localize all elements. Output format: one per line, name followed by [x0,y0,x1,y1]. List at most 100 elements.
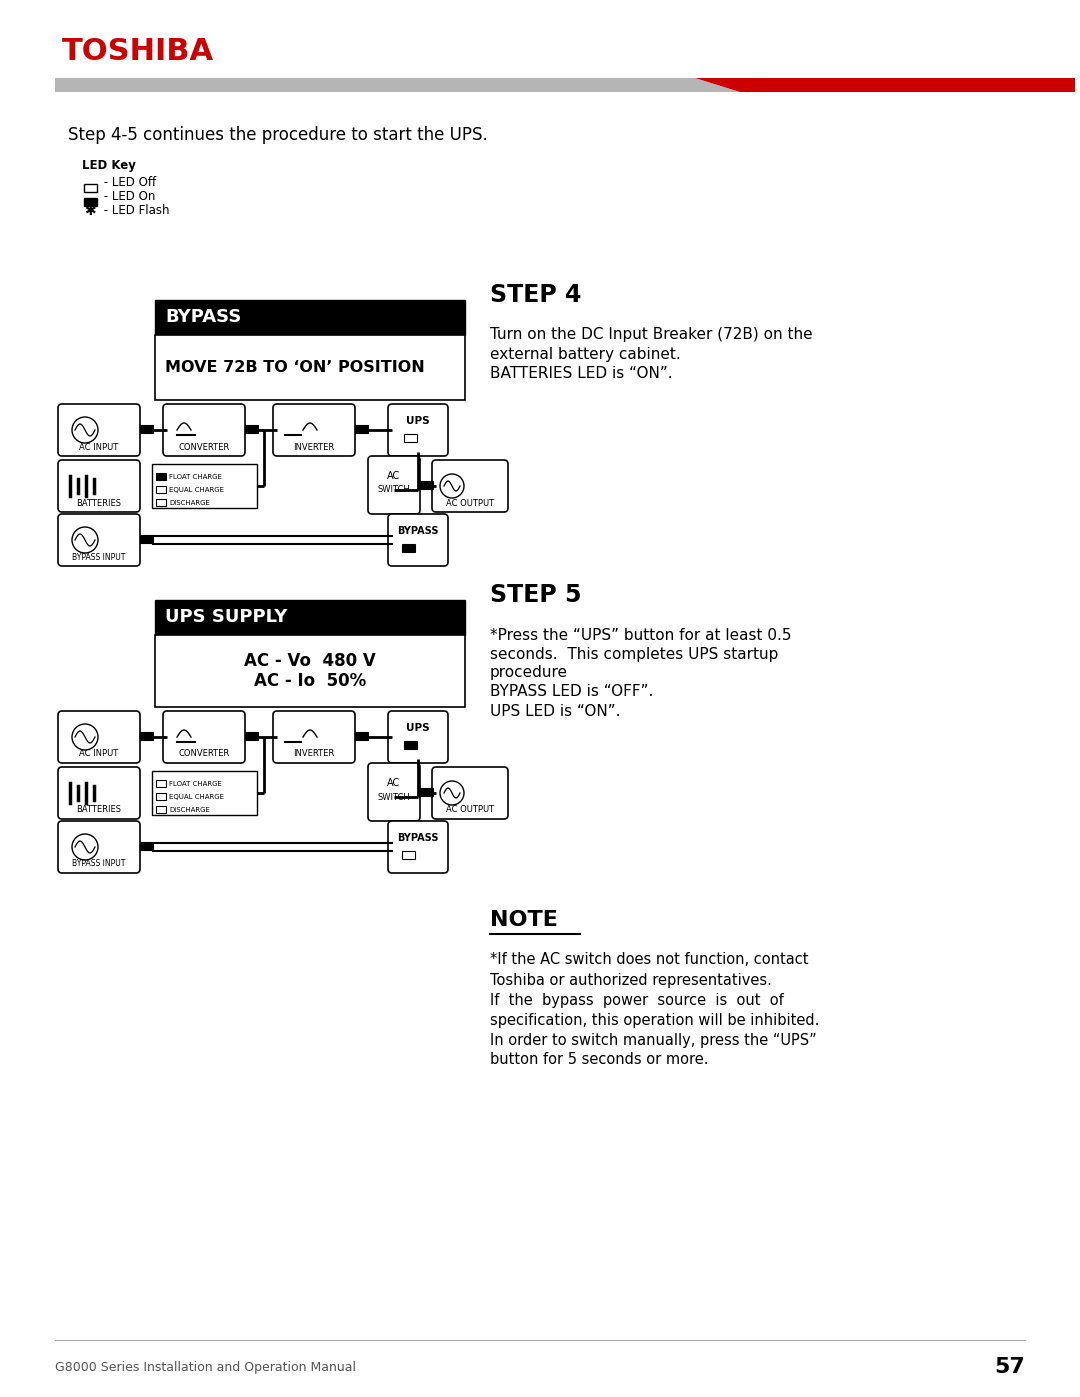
Text: Step 4-5 continues the procedure to start the UPS.: Step 4-5 continues the procedure to star… [68,126,488,144]
Bar [84,198,97,205]
Text: Turn on the DC Input Breaker (72B) on the: Turn on the DC Input Breaker (72B) on th… [490,327,812,342]
Polygon shape [55,78,740,92]
Bar [404,740,417,749]
Text: AC OUTPUT: AC OUTPUT [446,499,494,507]
Text: NOTE: NOTE [490,909,558,930]
FancyBboxPatch shape [432,460,508,511]
FancyBboxPatch shape [273,711,355,763]
FancyBboxPatch shape [163,404,245,455]
Circle shape [72,416,98,443]
Text: SWITCH: SWITCH [378,792,410,802]
Bar [156,499,166,506]
Text: *Press the “UPS” button for at least 0.5: *Press the “UPS” button for at least 0.5 [490,627,792,643]
Bar [402,543,415,552]
FancyBboxPatch shape [368,763,420,821]
FancyBboxPatch shape [58,514,140,566]
FancyBboxPatch shape [58,460,140,511]
Bar [84,184,97,191]
Text: external battery cabinet.: external battery cabinet. [490,346,680,362]
Text: LED Key: LED Key [82,158,136,172]
Text: BYPASS: BYPASS [165,309,241,327]
Bar [156,300,465,335]
Text: EQUAL CHARGE: EQUAL CHARGE [168,793,224,800]
Bar [420,481,433,489]
Text: UPS: UPS [406,416,430,426]
FancyBboxPatch shape [432,767,508,819]
Bar [245,732,258,740]
Bar [152,771,257,814]
FancyBboxPatch shape [273,404,355,455]
FancyBboxPatch shape [388,821,448,873]
FancyBboxPatch shape [388,711,448,763]
Text: AC - Io  50%: AC - Io 50% [254,672,366,690]
Bar [156,806,166,813]
FancyBboxPatch shape [163,711,245,763]
Text: BYPASS: BYPASS [397,833,438,842]
Bar [355,425,368,433]
Text: G8000 Series Installation and Operation Manual: G8000 Series Installation and Operation … [55,1361,356,1373]
Bar [245,425,258,433]
Text: *If the AC switch does not function, contact: *If the AC switch does not function, con… [490,953,809,968]
Text: AC INPUT: AC INPUT [79,750,119,759]
Text: button for 5 seconds or more.: button for 5 seconds or more. [490,1052,708,1067]
FancyBboxPatch shape [58,821,140,873]
Text: 57: 57 [994,1356,1025,1377]
Text: - LED Flash: - LED Flash [100,204,170,218]
Text: CONVERTER: CONVERTER [178,750,230,759]
Bar [420,788,433,796]
Text: BATTERIES LED is “ON”.: BATTERIES LED is “ON”. [490,366,673,380]
FancyBboxPatch shape [368,455,420,514]
Bar [140,425,153,433]
Text: seconds.  This completes UPS startup: seconds. This completes UPS startup [490,647,779,662]
FancyBboxPatch shape [58,767,140,819]
Circle shape [440,781,464,805]
Circle shape [440,474,464,497]
Text: MOVE 72B TO ‘ON’ POSITION: MOVE 72B TO ‘ON’ POSITION [165,360,424,374]
Bar [140,842,153,849]
Text: specification, this operation will be inhibited.: specification, this operation will be in… [490,1013,820,1028]
FancyBboxPatch shape [58,711,140,763]
Text: UPS SUPPLY: UPS SUPPLY [165,609,287,626]
Text: BATTERIES: BATTERIES [77,806,121,814]
Text: Toshiba or authorized representatives.: Toshiba or authorized representatives. [490,972,772,988]
Text: BYPASS INPUT: BYPASS INPUT [72,859,125,869]
Text: procedure: procedure [490,665,568,680]
Text: AC: AC [388,778,401,788]
Text: SWITCH: SWITCH [378,486,410,495]
Bar [156,486,166,493]
Text: BYPASS LED is “OFF”.: BYPASS LED is “OFF”. [490,685,653,700]
Circle shape [72,527,98,553]
Text: - LED Off: - LED Off [100,176,157,190]
Bar [156,335,465,400]
FancyBboxPatch shape [388,514,448,566]
Circle shape [72,834,98,861]
Text: BYPASS: BYPASS [397,527,438,536]
Text: CONVERTER: CONVERTER [178,443,230,451]
Text: DISCHARGE: DISCHARGE [168,807,210,813]
Bar [156,780,166,787]
Text: INVERTER: INVERTER [294,443,335,451]
Bar [355,732,368,740]
Text: FLOAT CHARGE: FLOAT CHARGE [168,474,221,481]
Bar [156,636,465,707]
Bar [156,793,166,800]
Bar [140,732,153,740]
Bar [152,464,257,509]
Bar [140,535,153,543]
Polygon shape [696,78,1075,92]
Text: BYPASS INPUT: BYPASS INPUT [72,552,125,562]
Text: AC OUTPUT: AC OUTPUT [446,806,494,814]
Circle shape [72,724,98,750]
Text: STEP 4: STEP 4 [490,284,581,307]
Text: AC: AC [388,471,401,481]
Text: AC INPUT: AC INPUT [79,443,119,451]
Text: AC - Vo  480 V: AC - Vo 480 V [244,652,376,671]
Bar [156,599,465,636]
Text: EQUAL CHARGE: EQUAL CHARGE [168,488,224,493]
Text: TOSHIBA: TOSHIBA [62,38,214,67]
Text: STEP 5: STEP 5 [490,583,581,608]
Text: UPS LED is “ON”.: UPS LED is “ON”. [490,704,621,718]
Text: - LED On: - LED On [100,190,156,204]
Text: UPS: UPS [406,724,430,733]
Bar [156,474,166,481]
